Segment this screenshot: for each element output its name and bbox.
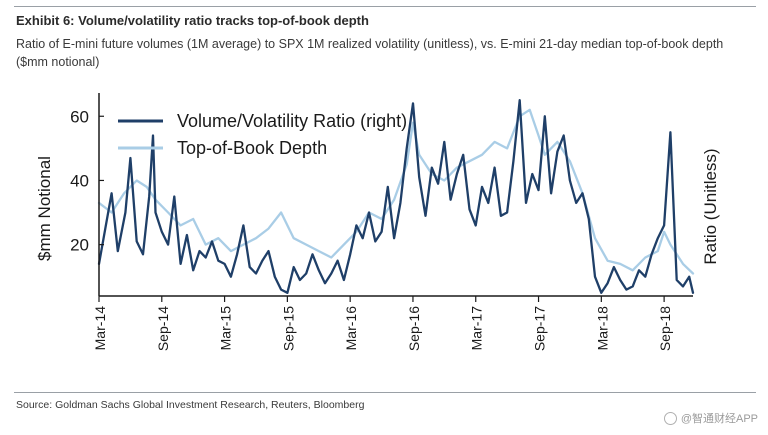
x-tick-label: Sep-18	[657, 306, 673, 351]
volume-volatility-chart: 20 40 60 Mar-14 Sep-14 Mar-15 Sep-15 Mar-16 Sep-…	[35, 93, 720, 351]
watermark-text: @智通财经APP	[680, 413, 758, 425]
x-tick-label: Mar-14	[92, 306, 108, 351]
y-axis-right-title: Ratio (Unitless)	[701, 148, 720, 264]
x-tick-label: Mar-18	[594, 306, 610, 351]
watermark: @智通财经APP	[663, 410, 758, 426]
x-tick-label: Mar-17	[469, 306, 485, 351]
x-tick-label: Sep-15	[280, 306, 296, 351]
top-divider	[14, 6, 756, 7]
y-axis-left-title: $mm Notional	[35, 156, 54, 261]
legend-item-top-of-book-depth-label: Top-of-Book Depth	[177, 138, 327, 158]
bottom-divider	[14, 392, 756, 393]
x-tick-label: Mar-16	[343, 306, 359, 351]
series-line-volume-volatility-ratio	[97, 99, 695, 294]
x-tick-label: Sep-16	[406, 306, 422, 351]
exhibit-subtitle: Ratio of E-mini future volumes (1M avera…	[16, 37, 724, 69]
series-line-top-of-book-depth	[97, 108, 695, 275]
y-tick-label: 20	[70, 236, 89, 255]
exhibit-title: Exhibit 6: Volume/volatility ratio track…	[16, 13, 369, 28]
y-tick-label: 60	[70, 107, 89, 126]
x-tick-label: Mar-15	[218, 306, 234, 351]
x-tick-label: Sep-14	[155, 306, 171, 351]
x-tick-label: Sep-17	[532, 306, 548, 351]
y-tick-label: 40	[70, 171, 89, 190]
source-note: Source: Goldman Sachs Global Investment …	[16, 399, 365, 411]
watermark-logo-icon	[663, 411, 677, 425]
legend-item-volume-volatility-ratio-label: Volume/Volatility Ratio (right)	[177, 111, 407, 131]
